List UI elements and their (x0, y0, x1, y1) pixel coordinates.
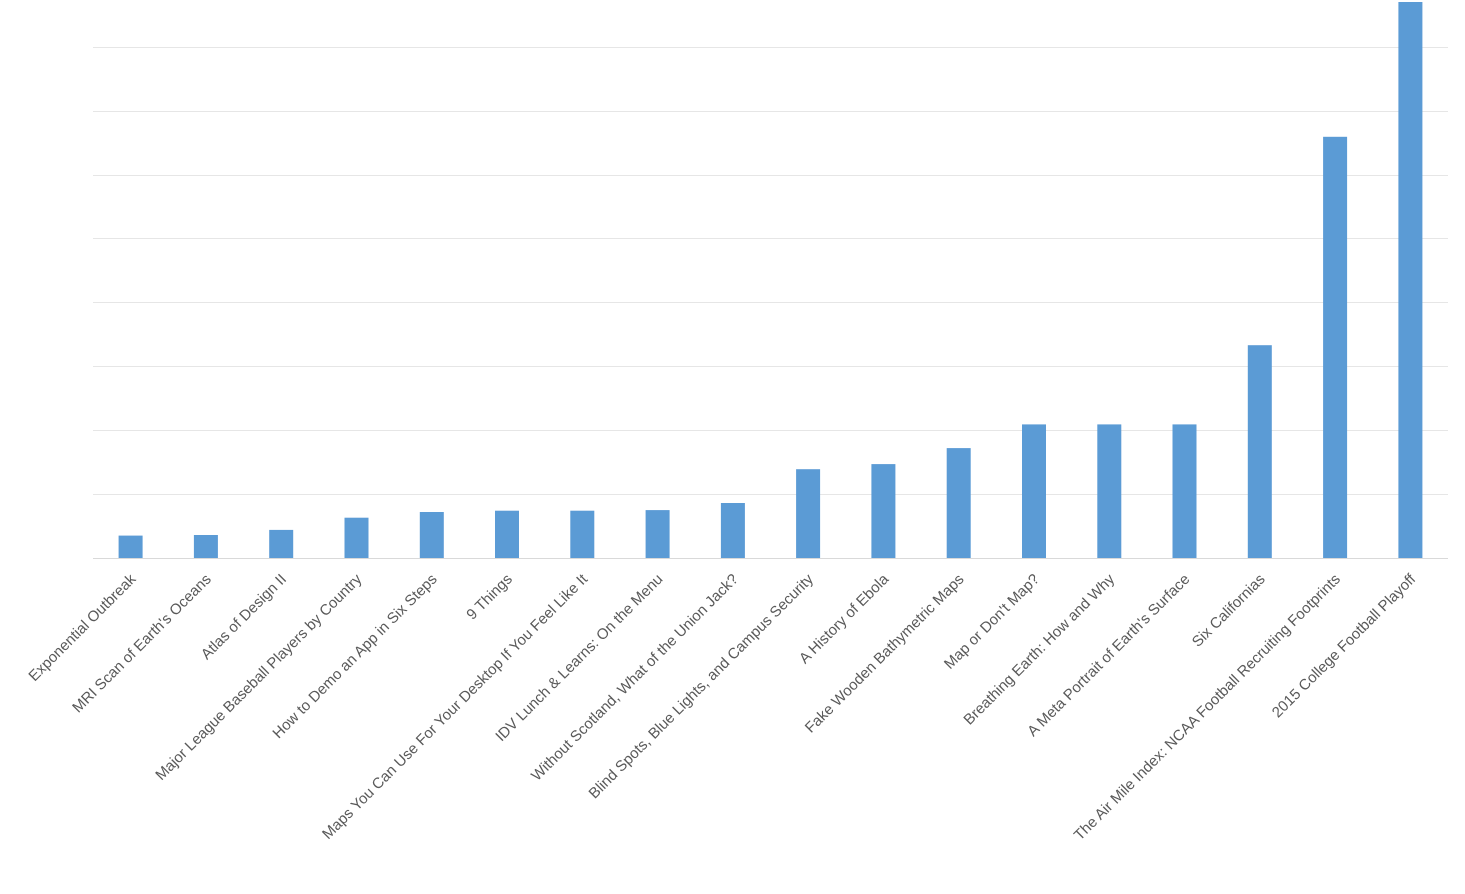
bar-11 (871, 464, 896, 558)
bar-14 (1097, 424, 1122, 558)
bar-15 (1172, 424, 1197, 558)
bar-3 (269, 529, 294, 558)
x-tick-label-16: Six Californias (1189, 571, 1269, 651)
bar-5 (419, 512, 444, 558)
bar-7 (570, 510, 595, 558)
bar-17 (1323, 136, 1348, 559)
x-tick-label-12: Fake Wooden Bathymetric Maps (802, 571, 968, 737)
x-tick-label-2: MRI Scan of Earth's Oceans (69, 571, 215, 717)
x-tick-label-7: Maps You Can Use For Your Desktop If You… (319, 570, 592, 843)
x-tick-label-15: A Meta Portrait of Earth's Surface (1024, 571, 1193, 740)
gridlines (93, 47, 1448, 495)
x-tick-label-5: How to Demo an App in Six Steps (269, 571, 440, 742)
bar-2 (193, 535, 218, 558)
x-tick-label-17: The Air Mile Index: NCAA Football Recrui… (1071, 571, 1344, 844)
bar-8 (645, 510, 670, 558)
x-tick-label-14: Breathing Earth: How and Why (960, 570, 1118, 728)
bar-1 (118, 535, 143, 558)
bar-4 (344, 517, 369, 558)
x-tick-label-6: 9 Things (463, 571, 516, 624)
bar-13 (1022, 424, 1046, 558)
bar-18 (1398, 2, 1423, 558)
bar-10 (796, 469, 821, 558)
x-tick-label-18: 2015 College Football Playoff (1269, 570, 1420, 721)
bar-16 (1247, 345, 1272, 558)
bars (118, 2, 1423, 559)
bar-12 (946, 448, 971, 558)
bar-6 (495, 510, 519, 558)
x-tick-label-8: IDV Lunch & Learns: On the Menu (492, 571, 666, 745)
bar-9 (720, 503, 745, 558)
